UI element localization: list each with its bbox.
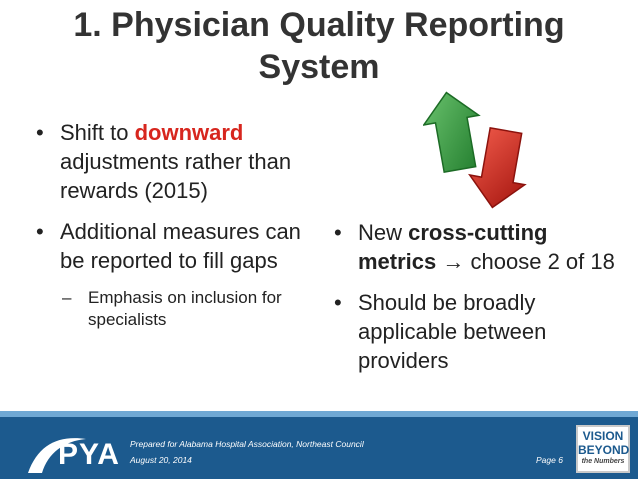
bullet-downward-adjustments: • Shift to downward adjustments rather t… — [30, 118, 330, 205]
slide-footer: PYA Prepared for Alabama Hospital Associ… — [0, 411, 638, 479]
pya-logo-swoosh-icon — [28, 438, 86, 473]
bullet-cross-cutting-metrics: • New cross-cutting metrics → choose 2 o… — [328, 218, 628, 276]
slide-title-line-1: 1. Physician Quality Reporting — [73, 6, 565, 44]
right-bullet-list: • New cross-cutting metrics → choose 2 o… — [328, 218, 628, 387]
vision-logo-line-3: the Numbers — [581, 458, 625, 465]
bullet-marker: • — [36, 120, 44, 145]
slide-title: 1. Physician Quality Reporting System — [0, 4, 638, 88]
vision-logo-line-2: BEYOND — [578, 443, 630, 457]
bullet-text-prefix: Shift to — [60, 120, 135, 145]
footer-page-number: Page 6 — [536, 455, 563, 465]
green-up-arrow-icon — [423, 91, 481, 174]
sub-bullet-specialists: – Emphasis on inclusion for specialists — [30, 287, 330, 331]
bullet-broadly-applicable: • Should be broadly applicable between p… — [328, 288, 628, 375]
emphasis-cross-cutting: cross-cutting metrics — [358, 220, 548, 274]
left-bullet-list: • Shift to downward adjustments rather t… — [30, 118, 330, 331]
bullet-marker: • — [36, 219, 44, 244]
footer-prepared-for: Prepared for Alabama Hospital Associatio… — [130, 439, 364, 449]
sub-bullet-text: Emphasis on inclusion for specialists — [88, 288, 282, 329]
pya-logo-text: PYA — [58, 438, 120, 471]
bullet-text-prefix: New — [358, 220, 409, 245]
bullet-marker: • — [334, 220, 342, 245]
sub-bullet-marker: – — [62, 288, 72, 307]
red-down-arrow-icon — [468, 126, 527, 209]
bullet-text-suffix: adjustments rather than rewards (2015) — [60, 149, 292, 203]
footer-date: August 20, 2014 — [130, 455, 192, 465]
right-arrow-icon: → — [436, 249, 471, 274]
bullet-text: Should be broadly applicable between pro… — [358, 290, 547, 373]
emphasis-downward: downward — [134, 120, 244, 145]
footer-accent-band — [0, 411, 638, 417]
vision-logo-line-1: VISION — [582, 429, 624, 443]
vision-beyond-logo: VISION BEYOND the Numbers — [576, 425, 630, 473]
bullet-text-suffix: choose 2 of 18 — [470, 249, 615, 274]
slide-title-line-2: System — [258, 48, 380, 86]
bullet-text: Additional measures can be reported to f… — [60, 219, 301, 273]
bullet-marker: • — [334, 290, 342, 315]
bullet-additional-measures: • Additional measures can be reported to… — [30, 217, 330, 275]
up-down-arrows-graphic — [423, 91, 527, 209]
